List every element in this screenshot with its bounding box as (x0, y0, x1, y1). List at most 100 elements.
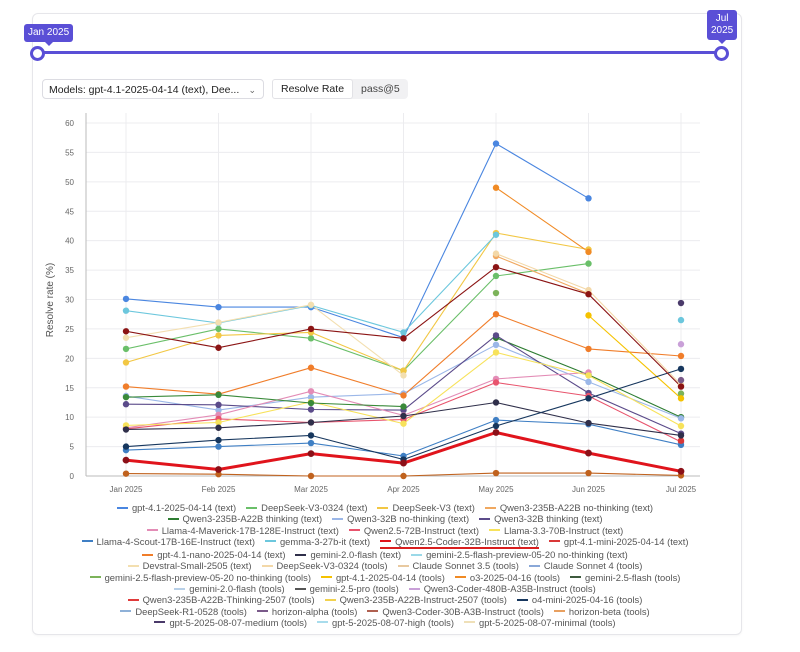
legend-item[interactable]: o3-2025-04-16 (tools) (454, 572, 560, 583)
data-point (122, 328, 130, 335)
legend-item[interactable]: gemma-3-27b-it (text) (264, 535, 371, 547)
legend-swatch (570, 576, 582, 579)
legend-label: Qwen3-235B-A22B-Instruct-2507 (tools) (339, 594, 507, 606)
legend-item[interactable]: gemini-2.0-flash (tools) (174, 583, 285, 594)
legend-label: gpt-4.1-mini-2025-04-14 (text) (563, 535, 689, 547)
legend-item[interactable]: Qwen3-32B no-thinking (text) (332, 513, 469, 524)
x-tick-label: Feb 2025 (202, 485, 236, 494)
legend-row: DeepSeek-R1-0528 (tools) horizon-alpha (t… (40, 606, 730, 617)
legend-swatch (146, 529, 158, 532)
legend-item[interactable]: Qwen3-235B-A22B no-thinking (text) (484, 502, 653, 513)
legend-item[interactable]: Qwen3-235B-A22B-Thinking-2507 (tools) (127, 594, 315, 605)
data-point (400, 367, 407, 374)
data-point (215, 319, 222, 326)
legend-item[interactable]: Devstral-Small-2505 (text) (127, 560, 252, 571)
legend-label: gemini-2.0-flash (text) (310, 549, 402, 561)
legend-item[interactable]: Qwen3-235B-A22B thinking (text) (167, 513, 322, 524)
legend-item[interactable]: Llama-3.3-70B-Instruct (text) (488, 525, 623, 536)
y-tick-label: 5 (70, 443, 75, 452)
legend-item[interactable]: gpt-4.1-mini-2025-04-14 (text) (548, 535, 689, 547)
tab-pass-at-5[interactable]: pass@5 (361, 83, 400, 95)
legend-item[interactable]: DeepSeek-R1-0528 (tools) (120, 606, 247, 617)
legend-item[interactable]: Llama-4-Maverick-17B-128E-Instruct (text… (146, 525, 339, 536)
data-point (307, 472, 315, 480)
chart-legend: gpt-4.1-2025-04-14 (text) DeepSeek-V3-032… (40, 502, 730, 628)
legend-row: gemini-2.0-flash (tools) gemini-2.5-pro (… (40, 583, 730, 594)
legend-item[interactable]: Qwen3-235B-A22B-Instruct-2507 (tools) (324, 594, 507, 606)
legend-item[interactable]: DeepSeek-V3-0324 (text) (246, 502, 367, 513)
legend-item[interactable]: gemini-2.5-flash-preview-05-20 no-thinki… (89, 572, 311, 583)
legend-label: gemma-3-27b-it (text) (279, 535, 371, 547)
legend-row: Devstral-Small-2505 (text) DeepSeek-V3-03… (40, 560, 730, 571)
date-range-slider-track[interactable] (36, 51, 722, 54)
data-point (492, 289, 500, 297)
legend-item[interactable]: Qwen2.5-Coder-32B-Instruct (text) (380, 536, 539, 550)
legend-item[interactable]: Qwen3-Coder-480B-A35B-Instruct (tools) (408, 583, 596, 594)
models-select[interactable]: Models: gpt-4.1-2025-04-14 (text), Dee..… (42, 79, 264, 99)
legend-row: Llama-4-Scout-17B-16E-Instruct (text) gem… (40, 535, 730, 550)
legend-swatch (380, 540, 392, 543)
data-point (492, 263, 500, 271)
data-point (677, 376, 685, 384)
legend-item[interactable]: Claude Sonnet 3.5 (tools) (397, 560, 519, 571)
data-point (677, 383, 685, 390)
data-point (677, 299, 685, 307)
legend-item[interactable]: DeepSeek-V3-0324 (tools) (261, 560, 388, 572)
legend-item[interactable]: gemini-2.0-flash (text) (295, 549, 401, 560)
legend-item[interactable]: Llama-4-Scout-17B-16E-Instruct (text) (81, 536, 255, 547)
legend-item[interactable]: gemini-2.5-flash (tools) (570, 572, 680, 583)
data-point (677, 341, 685, 348)
data-point (307, 406, 315, 413)
legend-label: gemini-2.5-flash (tools) (585, 571, 681, 583)
legend-item[interactable]: gemini-2.5-pro (tools) (294, 583, 399, 594)
data-point (492, 231, 500, 238)
legend-item[interactable]: horizon-beta (tools) (553, 606, 650, 617)
data-point (492, 416, 500, 424)
data-point (492, 349, 500, 356)
legend-row: Qwen3-235B-A22B thinking (text) Qwen3-32B… (40, 513, 730, 524)
y-tick-label: 45 (65, 207, 74, 216)
y-tick-label: 10 (65, 413, 74, 422)
data-point (400, 335, 407, 342)
legend-item[interactable]: gpt-4.1-nano-2025-04-14 (text) (142, 549, 285, 560)
legend-swatch (553, 610, 565, 613)
legend-item[interactable]: horizon-alpha (tools) (256, 605, 358, 617)
legend-item[interactable]: DeepSeek-V3 (text) (377, 502, 475, 513)
data-point (122, 470, 130, 477)
legend-label: DeepSeek-V3-0324 (tools) (276, 560, 388, 572)
date-range-end-label-year: 2025 (711, 25, 734, 36)
legend-swatch (154, 621, 166, 624)
legend-label: horizon-alpha (tools) (271, 605, 358, 617)
date-range-end-handle[interactable] (714, 46, 729, 61)
legend-item[interactable]: gpt-4.1-2025-04-14 (text) (116, 502, 236, 513)
x-tick-label: Jan 2025 (110, 485, 143, 494)
legend-item[interactable]: Qwen2.5-72B-Instruct (text) (348, 525, 479, 536)
data-point (492, 399, 500, 406)
legend-item[interactable]: gpt-5-2025-08-07-minimal (tools) (464, 617, 616, 628)
data-point (215, 471, 222, 478)
legend-item[interactable]: gpt-5-2025-08-07-high (tools) (317, 617, 454, 628)
legend-swatch (479, 517, 491, 520)
legend-item[interactable]: gemini-2.5-flash-preview-05-20 no-thinki… (411, 549, 628, 560)
legend-swatch (528, 565, 540, 567)
data-point (492, 332, 500, 339)
legend-item[interactable]: gpt-4.1-2025-04-14 (tools) (320, 572, 445, 583)
legend-swatch (81, 540, 93, 543)
legend-item[interactable]: Qwen3-32B thinking (text) (479, 513, 602, 524)
legend-item[interactable]: Qwen3-Coder-30B-A3B-Instruct (tools) (367, 606, 544, 617)
legend-item[interactable]: o4-mini-2025-04-16 (tools) (516, 594, 642, 605)
date-range-start-handle[interactable] (30, 46, 45, 61)
data-point (307, 419, 315, 426)
legend-swatch (256, 610, 268, 613)
data-point (122, 334, 130, 341)
legend-item[interactable]: gpt-5-2025-08-07-medium (tools) (154, 617, 307, 628)
legend-item[interactable]: Claude Sonnet 4 (tools) (528, 560, 642, 571)
tab-resolve-rate[interactable]: Resolve Rate (272, 79, 354, 99)
data-point (492, 469, 500, 477)
legend-swatch (484, 506, 496, 509)
y-tick-label: 35 (65, 266, 74, 275)
data-point (492, 311, 500, 318)
x-tick-label: Jul 2025 (666, 485, 697, 494)
data-point (215, 303, 222, 311)
data-point (492, 422, 500, 430)
